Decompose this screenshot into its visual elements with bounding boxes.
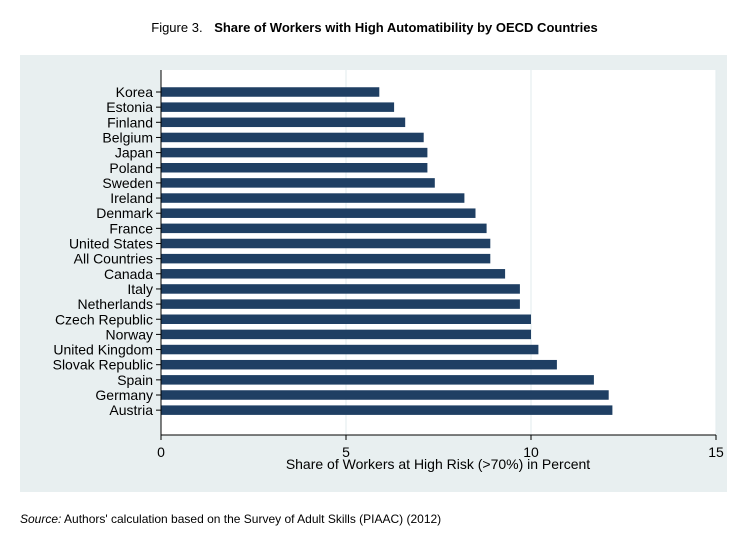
category-label: Spain — [117, 372, 153, 388]
bar — [161, 87, 380, 97]
bar — [161, 193, 465, 203]
category-label: Slovak Republic — [53, 357, 153, 373]
x-tick-label: 10 — [523, 444, 539, 460]
category-label: Canada — [104, 266, 153, 282]
category-label: Estonia — [106, 99, 153, 115]
figure-title: Share of Workers with High Automatibilit… — [214, 20, 598, 35]
category-label: Belgium — [102, 129, 153, 145]
bar — [161, 147, 428, 158]
category-label: All Countries — [74, 251, 153, 267]
category-label: Poland — [109, 160, 153, 176]
category-label: Japan — [115, 145, 153, 161]
chart-panel: Korea Estonia Finland Belgium Japan Poland Swe… — [20, 55, 727, 492]
bar — [161, 163, 428, 173]
source-text: Authors' calculation based on the Survey… — [64, 512, 442, 526]
figure-caption: Figure 3. Share of Workers with High Aut… — [0, 20, 749, 35]
bar — [161, 269, 506, 279]
category-label: Germany — [95, 387, 153, 403]
bar — [161, 405, 613, 415]
bar — [161, 238, 491, 249]
bar — [161, 344, 539, 355]
x-tick-label: 5 — [342, 444, 350, 460]
x-axis-title: Share of Workers at High Risk (>70%) in … — [286, 456, 590, 472]
category-label: Finland — [107, 114, 153, 130]
category-label: United States — [69, 236, 153, 252]
x-tick-label: 15 — [708, 444, 724, 460]
category-label: Denmark — [96, 205, 154, 221]
category-label: France — [109, 220, 153, 236]
plot-area — [161, 70, 716, 435]
category-label: Sweden — [102, 175, 153, 191]
bar — [161, 359, 557, 370]
bar — [161, 132, 424, 143]
category-labels: KoreaEstoniaFinlandBelgiumJapanPolandSwe… — [53, 84, 154, 418]
bar — [161, 299, 520, 309]
category-label: Netherlands — [78, 296, 154, 312]
bar — [161, 284, 520, 294]
category-label: Czech Republic — [55, 311, 153, 327]
source-note: Source: Authors' calculation based on th… — [20, 512, 441, 526]
bar — [161, 102, 395, 112]
category-label: Norway — [106, 326, 153, 342]
bar — [161, 390, 609, 400]
bar — [161, 117, 406, 128]
bar — [161, 329, 531, 340]
x-ticks: 0 5 10 15 — [156, 91, 724, 460]
bars — [161, 87, 613, 415]
category-label: Italy — [127, 281, 153, 297]
category-label: United Kingdom — [53, 342, 153, 358]
x-tick-label: 0 — [157, 444, 165, 460]
source-label: Source: — [20, 512, 62, 526]
category-label: Austria — [109, 402, 153, 418]
bar — [161, 208, 476, 218]
bar — [161, 375, 594, 385]
bar — [161, 178, 435, 188]
bar — [161, 314, 531, 324]
bar — [161, 223, 487, 234]
gridlines — [345, 70, 717, 435]
bar — [161, 253, 491, 264]
figure-label: Figure 3. — [151, 20, 203, 35]
category-label: Korea — [116, 84, 154, 100]
category-label: Ireland — [110, 190, 153, 206]
bar-chart: KoreaEstoniaFinlandBelgiumJapanPolandSwe… — [53, 70, 724, 472]
